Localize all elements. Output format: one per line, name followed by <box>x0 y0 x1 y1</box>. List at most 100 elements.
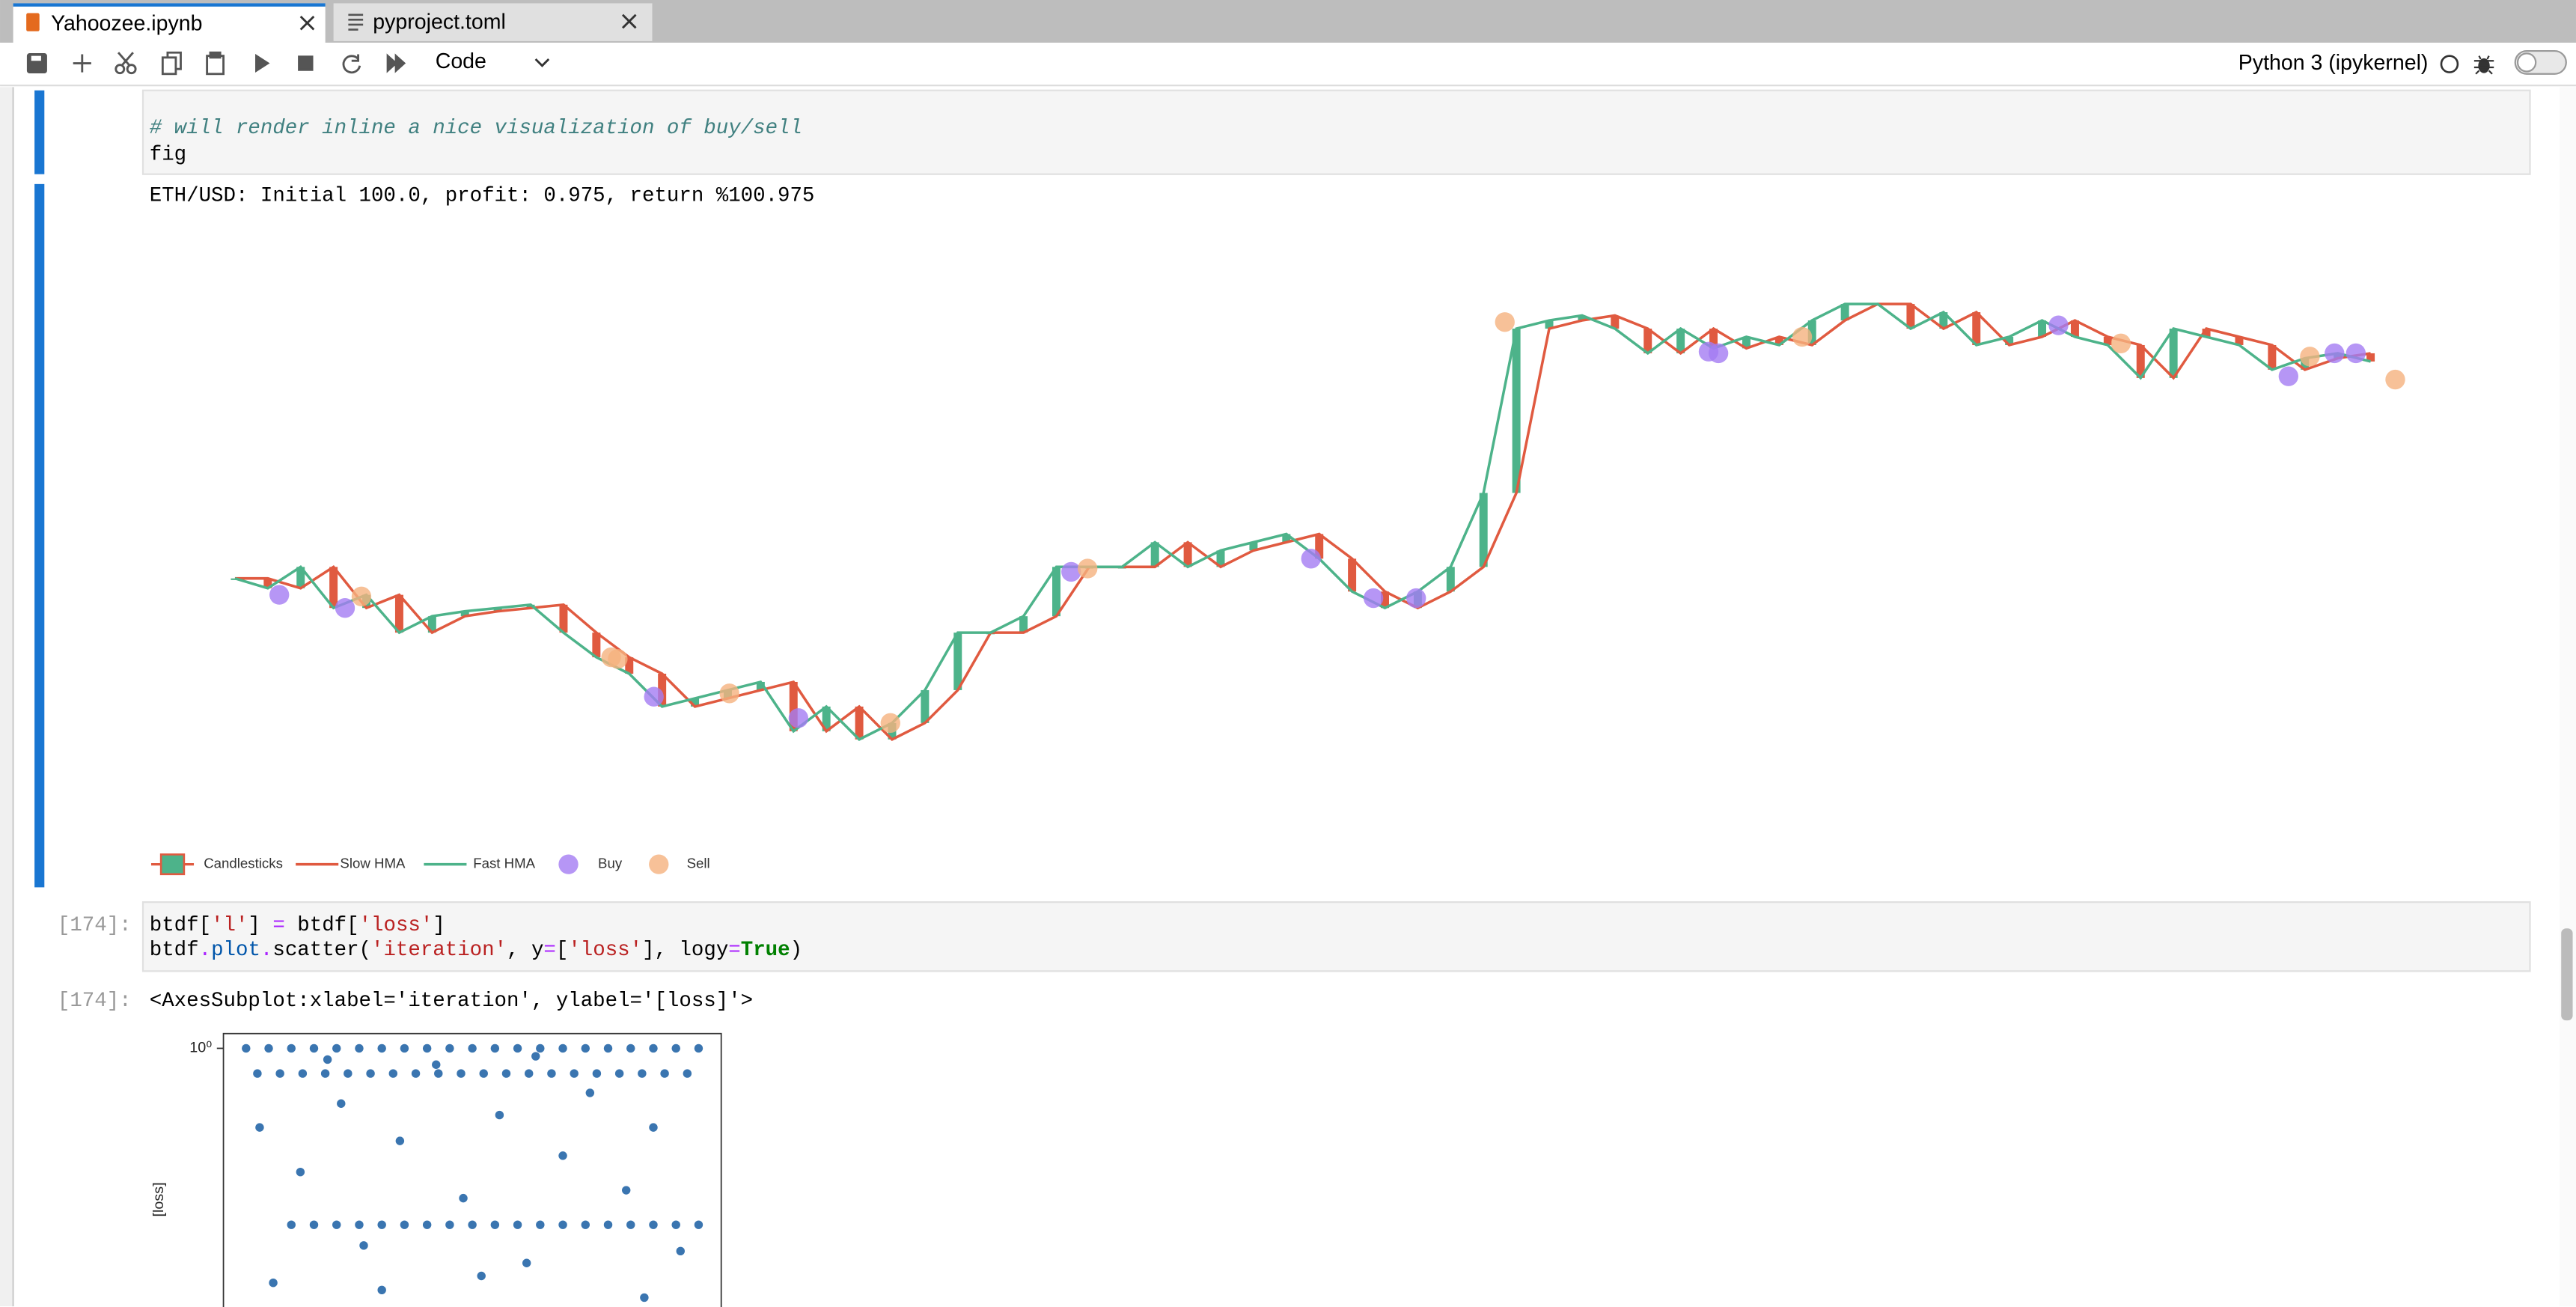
scatter-point <box>479 1069 488 1078</box>
scatter-point <box>513 1220 522 1229</box>
scatter-point <box>269 1278 278 1288</box>
candle <box>1019 616 1028 633</box>
scatter-point <box>253 1069 262 1078</box>
code-token: # will render inline a nice visualizatio… <box>150 117 802 140</box>
candle <box>2038 320 2047 337</box>
cell-type: Code <box>436 49 486 73</box>
candle <box>1479 493 1488 567</box>
scatter-point <box>242 1044 251 1053</box>
scatter-point <box>536 1044 545 1053</box>
candle <box>756 681 765 690</box>
paste-button[interactable] <box>206 51 225 76</box>
hma-line <box>234 302 2372 741</box>
hma-line <box>234 302 2371 741</box>
signal-marker <box>2278 366 2298 386</box>
scatter-point <box>581 1044 590 1053</box>
tab[interactable]: Yahoozee.ipynb <box>13 3 326 43</box>
candle <box>855 706 864 740</box>
debugger-toggle[interactable] <box>2514 49 2567 75</box>
candle <box>2202 329 2211 337</box>
candle <box>921 689 930 723</box>
signal-marker <box>269 585 290 605</box>
scatter-point <box>366 1069 375 1078</box>
code-token: scatter( <box>272 939 371 962</box>
tab-title: pyproject.toml <box>373 10 505 34</box>
signal-marker <box>2325 343 2345 364</box>
cut-button[interactable] <box>115 52 137 75</box>
restart-run-all-button[interactable] <box>386 53 406 73</box>
scatter-point <box>477 1271 486 1281</box>
scatter-point <box>359 1241 368 1250</box>
scatter-point <box>513 1044 522 1053</box>
y-axis-label: [loss] <box>150 1182 167 1216</box>
candle <box>2366 353 2375 362</box>
signal-marker <box>2345 343 2366 364</box>
candle <box>1939 312 1948 329</box>
scatter-point <box>275 1069 284 1078</box>
output-text: <AxesSubplot:xlabel='iteration', ylabel=… <box>150 990 753 1013</box>
output-selection-bar[interactable] <box>34 183 45 888</box>
candle <box>2136 344 2145 378</box>
candle <box>1578 315 1587 321</box>
copy-button[interactable] <box>161 51 182 76</box>
code-cell[interactable] <box>141 901 2531 972</box>
scatter-point <box>400 1044 409 1053</box>
scatter-point <box>649 1123 658 1132</box>
kernel-name[interactable]: Python 3 (ipykernel) <box>2238 51 2429 75</box>
cell-selection-bar[interactable] <box>34 90 45 174</box>
scatter-point <box>490 1044 500 1053</box>
candle <box>1972 312 1981 345</box>
scatter-point <box>422 1220 432 1229</box>
output-text: ETH/USD: Initial 100.0, profit: 0.975, r… <box>150 184 815 207</box>
scatter-point <box>536 1220 545 1229</box>
candle <box>1216 550 1225 567</box>
legend: Candlesticks Slow HMA Fast HMA Buy Sell <box>150 853 710 876</box>
scatter-point <box>377 1285 386 1295</box>
code-line: # will render inline a nice visualizatio… <box>150 117 802 140</box>
scatter-point <box>395 1136 405 1145</box>
scatter-point <box>592 1069 602 1078</box>
code-line: btdf.plot.scatter('iteration', y=['loss'… <box>150 939 802 962</box>
scatter-point <box>626 1220 635 1229</box>
insert-button[interactable] <box>73 54 91 73</box>
scatter-point <box>683 1069 692 1078</box>
signal-marker <box>1301 549 1321 569</box>
code-token: , y <box>507 939 543 962</box>
candle <box>625 657 634 674</box>
candle <box>1709 329 1718 349</box>
signal-marker <box>719 683 739 704</box>
code-token: ] <box>248 914 272 937</box>
restart-button[interactable] <box>342 54 361 74</box>
signal-marker <box>2300 347 2320 367</box>
tab-title: Yahoozee.ipynb <box>51 11 202 35</box>
stop-button[interactable] <box>298 55 314 71</box>
scrollbar[interactable] <box>2560 87 2576 1307</box>
scatter-point <box>603 1044 613 1053</box>
signal-marker <box>1061 561 1081 582</box>
candle <box>1545 320 1554 329</box>
scatter-point <box>490 1220 500 1229</box>
code-token: fig <box>150 144 186 167</box>
scatter-point <box>522 1258 531 1267</box>
run-button[interactable] <box>255 54 270 73</box>
tab[interactable]: pyproject.toml <box>333 3 653 41</box>
candle <box>2235 337 2244 345</box>
scatter-point <box>676 1246 685 1256</box>
scrollbar-thumb[interactable] <box>2561 928 2573 1021</box>
scatter-point <box>323 1055 332 1064</box>
save-button[interactable] <box>26 53 47 74</box>
code-line: fig <box>150 144 186 167</box>
candle <box>2268 344 2277 370</box>
signal-marker <box>2385 369 2405 390</box>
code-token: ] <box>433 914 445 937</box>
code-token: 'loss' <box>359 914 433 937</box>
candle <box>1150 542 1159 567</box>
scatter-point <box>640 1293 649 1303</box>
code-cell[interactable] <box>141 89 2531 175</box>
cell-type-dropdown[interactable]: Code <box>436 49 550 73</box>
code-token: 'iteration' <box>371 939 507 962</box>
debugger-button[interactable] <box>2473 55 2494 75</box>
scatter-point <box>434 1069 443 1078</box>
